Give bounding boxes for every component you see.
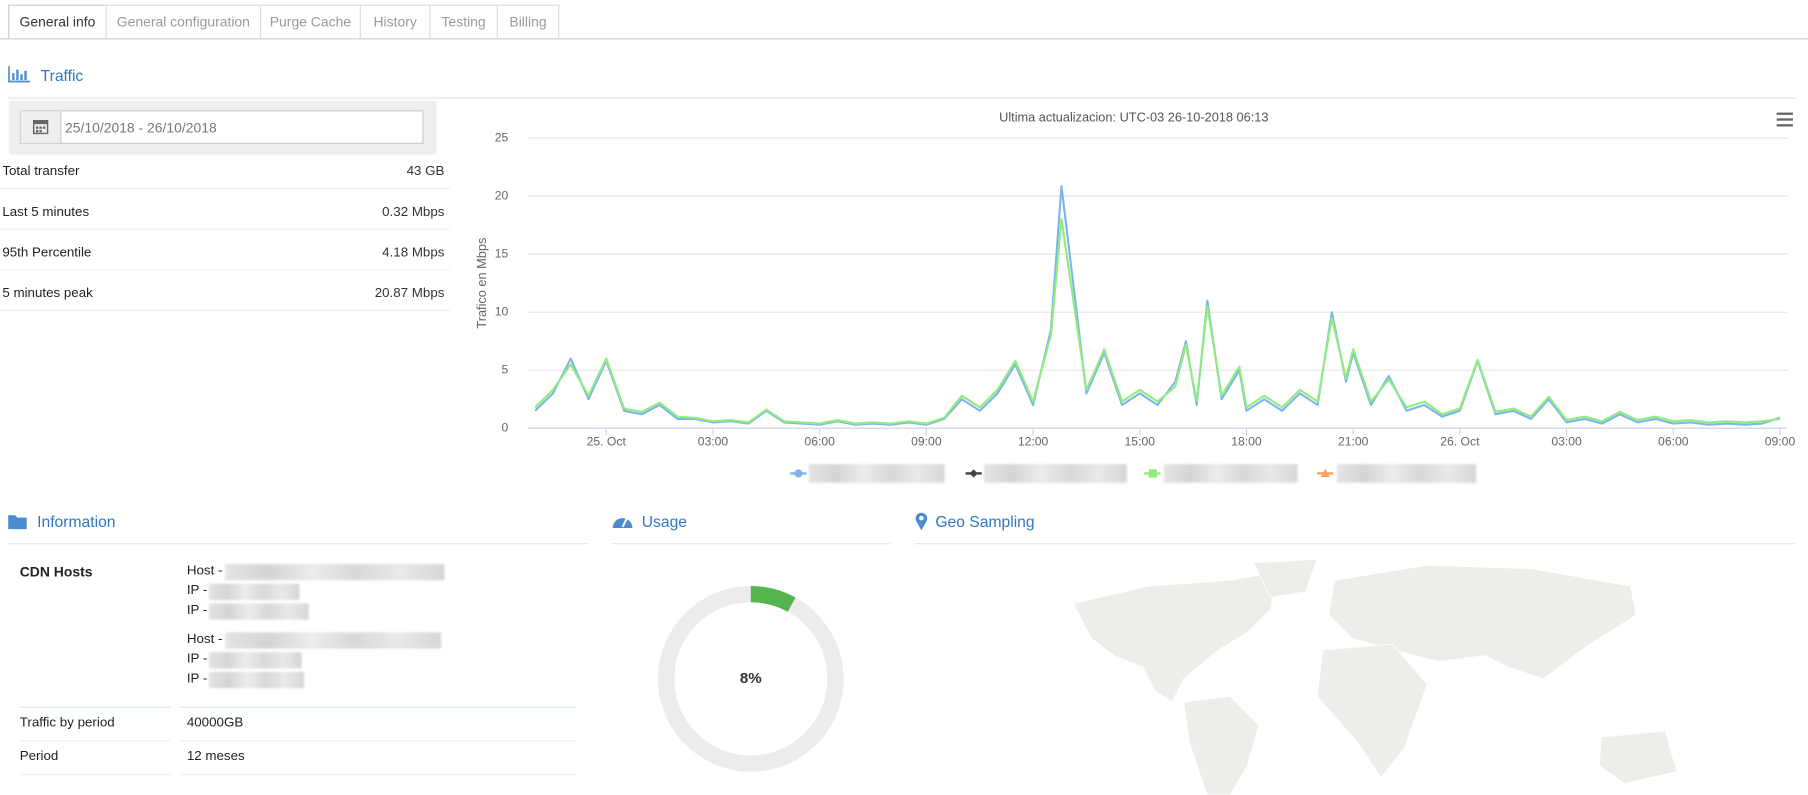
- y-tick-label: 20: [495, 188, 509, 202]
- legend: [790, 468, 1334, 478]
- ip-redacted: [208, 603, 309, 620]
- section-rule: [6, 543, 589, 545]
- info-value: 12 meses: [186, 749, 245, 764]
- x-tick-label: 06:00: [1658, 434, 1689, 448]
- stat-rule: [0, 187, 451, 190]
- row-rule: [179, 706, 576, 708]
- host-redacted: [225, 563, 445, 581]
- stat-rule: [0, 269, 451, 271]
- section-title: Information: [37, 512, 116, 531]
- info-value: 40000GB: [186, 716, 244, 730]
- ip-label: IP -: [186, 671, 208, 686]
- y-axis-label: Trafico en Mbps: [474, 238, 489, 329]
- y-tick-label: 0: [502, 420, 509, 434]
- date-range: 25/10/2018 - 26/10/2018: [64, 119, 217, 136]
- section-title: Usage: [641, 512, 688, 531]
- gauge-icon: [612, 518, 633, 529]
- stat-rule: [0, 228, 451, 230]
- chart-title: Ultima actualizacion: UTC-03 26-10-2018 …: [999, 110, 1268, 125]
- y-tick-label: 25: [495, 130, 509, 144]
- row-rule: [179, 740, 576, 742]
- calendar-icon: [32, 119, 49, 135]
- section-title: Traffic: [40, 67, 84, 85]
- section-title: Geo Sampling: [935, 512, 1035, 531]
- tab[interactable]: History: [359, 4, 431, 39]
- traffic-chart: Ultima actualizacion: UTC-03 26-10-2018 …: [474, 110, 1796, 478]
- row-rule: [19, 774, 171, 776]
- x-tick-label: 09:00: [911, 434, 942, 448]
- stat-value: 43 GB: [406, 164, 445, 179]
- row-rule: [19, 740, 171, 742]
- traffic-icon: [8, 66, 31, 83]
- section-rule: [611, 543, 891, 545]
- legend-text-redacted: [808, 464, 945, 483]
- stat-rule: [0, 309, 451, 312]
- x-tick-label: 21:00: [1338, 434, 1369, 448]
- x-tick-label: 25. Oct: [587, 434, 627, 448]
- stat-value: 20.87 Mbps: [374, 286, 445, 301]
- cdn-hosts-label: CDN Hosts: [19, 563, 93, 581]
- ip-label: IP -: [186, 583, 208, 598]
- stat-value: 4.18 Mbps: [382, 246, 445, 260]
- ip-redacted: [208, 583, 300, 600]
- pin-icon: [915, 512, 928, 531]
- info-label: Traffic by period: [19, 716, 115, 730]
- ip-redacted: [208, 652, 302, 669]
- row-rule: [19, 706, 171, 708]
- row-rule: [179, 774, 576, 776]
- section-rule: [6, 97, 1797, 99]
- stat-label: 95th Percentile: [2, 246, 92, 260]
- series-line: [534, 218, 1781, 425]
- x-tick-label: 15:00: [1125, 434, 1156, 448]
- gauge-value-arc: [750, 586, 796, 612]
- legend-text-redacted: [984, 464, 1127, 483]
- x-tick-label: 03:00: [698, 434, 729, 448]
- tab[interactable]: General configuration: [105, 4, 262, 39]
- legend-text-redacted: [1336, 464, 1477, 483]
- host-label: Host -: [186, 563, 223, 578]
- x-tick-label: 12:00: [1018, 434, 1049, 448]
- stat-value: 0.32 Mbps: [382, 205, 445, 220]
- usage-gauge: 8%: [657, 586, 844, 772]
- tab[interactable]: Billing: [496, 4, 560, 39]
- host-label: Host -: [186, 632, 223, 647]
- world-map: [1072, 558, 1678, 795]
- tab[interactable]: General info: [8, 4, 107, 40]
- section-rule: [914, 543, 1796, 545]
- x-tick-label: 06:00: [804, 434, 835, 448]
- tab-rule: [0, 38, 1808, 40]
- stat-label: Last 5 minutes: [2, 205, 90, 220]
- series-line: [534, 184, 1781, 426]
- host-redacted: [225, 632, 441, 649]
- calendar-addon: [20, 111, 62, 143]
- ip-redacted: [208, 671, 305, 689]
- x-tick-label: 09:00: [1765, 434, 1796, 448]
- ip-label: IP -: [186, 603, 208, 618]
- y-tick-label: 5: [502, 362, 509, 376]
- stat-label: 5 minutes peak: [2, 286, 93, 301]
- y-tick-label: 10: [495, 304, 509, 318]
- ip-label: IP -: [186, 652, 208, 667]
- x-tick-label: 03:00: [1551, 434, 1582, 448]
- stat-label: Total transfer: [2, 164, 80, 179]
- folder-icon: [8, 515, 27, 530]
- chart-menu[interactable]: [1776, 112, 1793, 127]
- date-input[interactable]: 25/10/2018 - 26/10/2018: [19, 110, 424, 144]
- y-tick-label: 15: [495, 246, 509, 260]
- info-label: Period: [19, 749, 59, 764]
- x-tick-label: 26. Oct: [1440, 434, 1480, 448]
- x-tick-label: 18:00: [1231, 434, 1262, 448]
- legend-text-redacted: [1163, 464, 1298, 483]
- gauge-label: 8%: [740, 670, 762, 687]
- tab[interactable]: Purge Cache: [259, 4, 361, 39]
